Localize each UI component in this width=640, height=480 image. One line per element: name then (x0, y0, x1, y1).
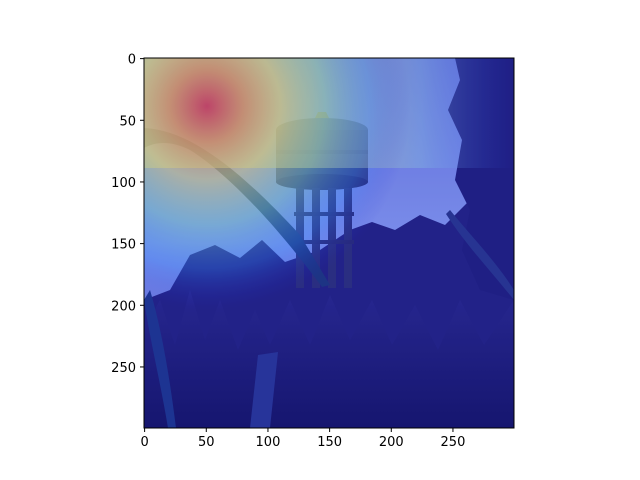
y-axis: 0 50 100 150 200 250 (111, 53, 144, 376)
y-tick-label: 50 (119, 114, 136, 129)
y-tick-label: 150 (111, 238, 136, 253)
x-tick-label: 100 (256, 435, 281, 450)
heatmap-overlay (144, 58, 514, 428)
x-tick-label: 0 (140, 435, 148, 450)
x-tick-label: 150 (317, 435, 342, 450)
heatmap-cool-tint (144, 58, 514, 428)
x-tick-label: 50 (198, 435, 215, 450)
axes-frame (143, 57, 515, 429)
x-tick-label: 250 (441, 435, 466, 450)
y-tick-label: 100 (111, 176, 136, 191)
y-tick-label: 0 (128, 53, 136, 68)
image-canvas (144, 58, 514, 428)
x-axis: 0 50 100 150 200 250 (140, 428, 465, 450)
y-tick-label: 250 (111, 361, 136, 376)
x-tick-label: 200 (379, 435, 404, 450)
y-tick-label: 200 (111, 299, 136, 314)
